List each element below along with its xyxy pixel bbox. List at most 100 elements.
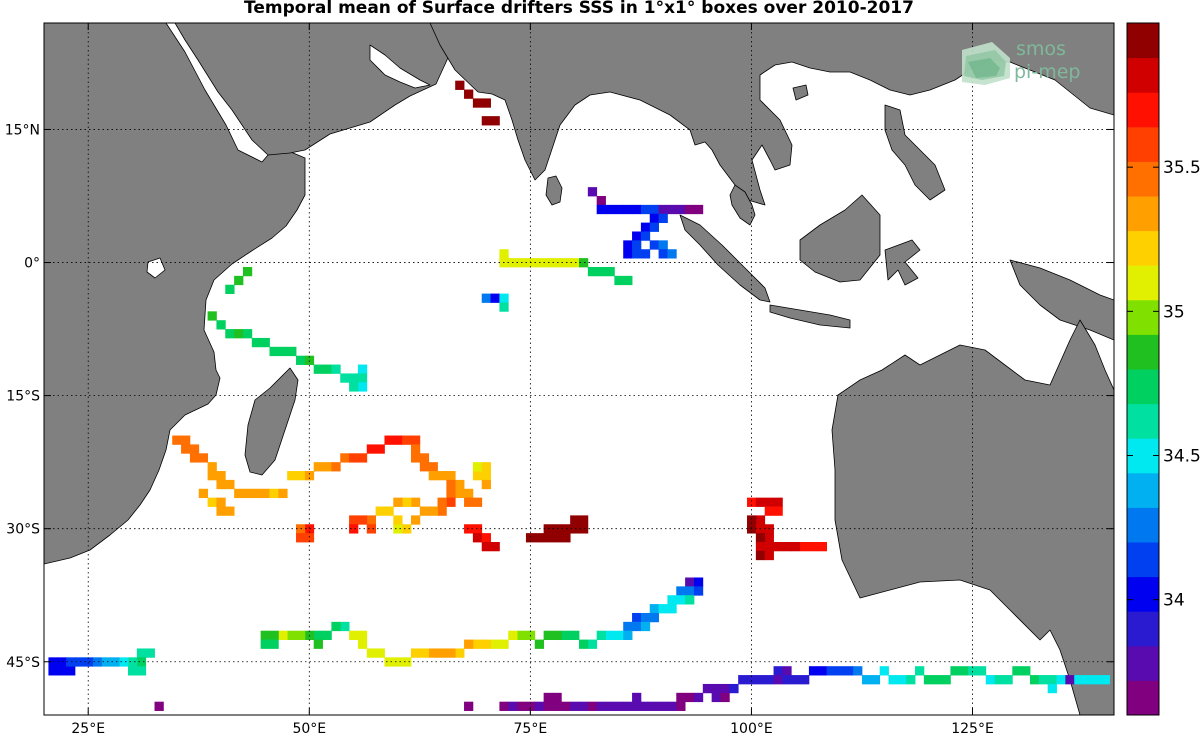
sss-cell [402,524,412,534]
lake-victoria-water [146,257,166,279]
sss-cell [658,213,668,224]
colorbar-band [1127,126,1159,162]
sss-cell [561,258,571,268]
sss-cell [472,471,483,481]
sss-cell [172,435,182,445]
sss-cell [48,666,58,676]
sss-cell [623,204,633,215]
persian-gulf-water [369,44,431,89]
sss-cell [455,479,465,490]
sss-cell [499,701,509,711]
sss-cell [976,666,987,676]
colorbar-ticks: 34 34.5 35 35.5 [1127,158,1201,611]
sss-cell [817,666,828,676]
sss-cell [101,657,111,667]
sss-cell [437,648,447,658]
sss-cell [410,497,421,507]
smos-logo-icon [962,42,1010,85]
sss-cell [667,604,677,614]
sss-cell [296,630,306,640]
sss-cell [968,666,978,676]
colorbar-band [1127,507,1159,543]
sss-cell [225,506,235,516]
sss-cell [587,266,598,277]
smos-pi-mep-logo: smos pi-mep [962,38,1080,85]
sss-cell [499,639,509,649]
sss-cell [66,657,76,667]
lat-tick-label: 45°S [6,655,40,671]
colorbar-band [1127,196,1159,232]
logo-line2: pi-mep [1014,61,1080,83]
sss-cell [410,515,421,525]
sumatra-landmass [679,214,771,303]
sss-cell [472,639,483,649]
sss-cell [632,621,642,632]
sss-cell [83,657,94,667]
logo-line1: smos [1016,38,1066,60]
sss-cell [446,479,456,490]
sss-cell [667,595,677,605]
sss-cell [587,187,598,197]
sss-cell [685,692,695,703]
sss-cell [207,462,217,472]
colorbar-band [1127,542,1159,578]
sss-cell [331,621,341,632]
sss-cell [128,666,138,676]
sss-cell [579,701,589,711]
sss-cell [349,453,359,463]
sss-cell [446,497,456,507]
sss-cell [490,639,500,649]
sss-cell [313,364,323,374]
colorbar-band [1127,403,1159,439]
sss-cell [216,506,226,516]
borneo-landmass [799,194,881,283]
colorbar-band [1127,23,1159,59]
sss-cell [676,204,686,215]
sss-cell [481,479,491,490]
sss-cell [658,604,668,614]
sss-cell [136,666,147,676]
sss-cell [658,240,668,250]
sss-cell [1056,675,1066,685]
sss-cell [481,462,491,472]
sss-cell [1047,683,1057,694]
sss-cell [658,249,668,259]
colorbar-frame [1126,22,1160,716]
sss-cell [234,275,244,286]
sss-cell [702,683,713,694]
sss-cell [534,701,545,711]
sss-cell [649,204,659,215]
sss-cell [923,675,934,685]
sss-cell [649,612,659,623]
sss-cell [296,471,306,481]
sss-cell [499,249,509,259]
sulawesi-landmass [884,239,921,286]
sss-cell [357,373,368,383]
new-guinea-landmass [1009,259,1114,341]
sss-cell [260,639,270,649]
sri-lanka-landmass [545,175,563,206]
sss-cell [269,639,279,649]
sss-cell [543,630,553,640]
sss-cell [225,479,235,490]
sss-cell [596,196,606,206]
sss-cell [640,701,651,711]
sss-cell [1029,675,1040,685]
axis-ticks [44,23,1114,715]
sss-cell [720,683,730,694]
sss-cell [605,266,615,277]
sss-cell [322,630,332,640]
sss-cell [490,293,500,303]
sss-cell [534,639,545,649]
sss-cell [322,364,332,374]
sss-cell [216,471,226,481]
sss-cell [649,213,659,224]
sss-cell [1003,675,1013,685]
map-title: Temporal mean of Surface drifters SSS in… [244,0,914,18]
sss-cell [773,506,783,516]
sss-cell [419,453,430,463]
colorbar-band [1127,299,1159,335]
colorbar-band [1127,472,1159,508]
sss-cell [764,533,774,543]
